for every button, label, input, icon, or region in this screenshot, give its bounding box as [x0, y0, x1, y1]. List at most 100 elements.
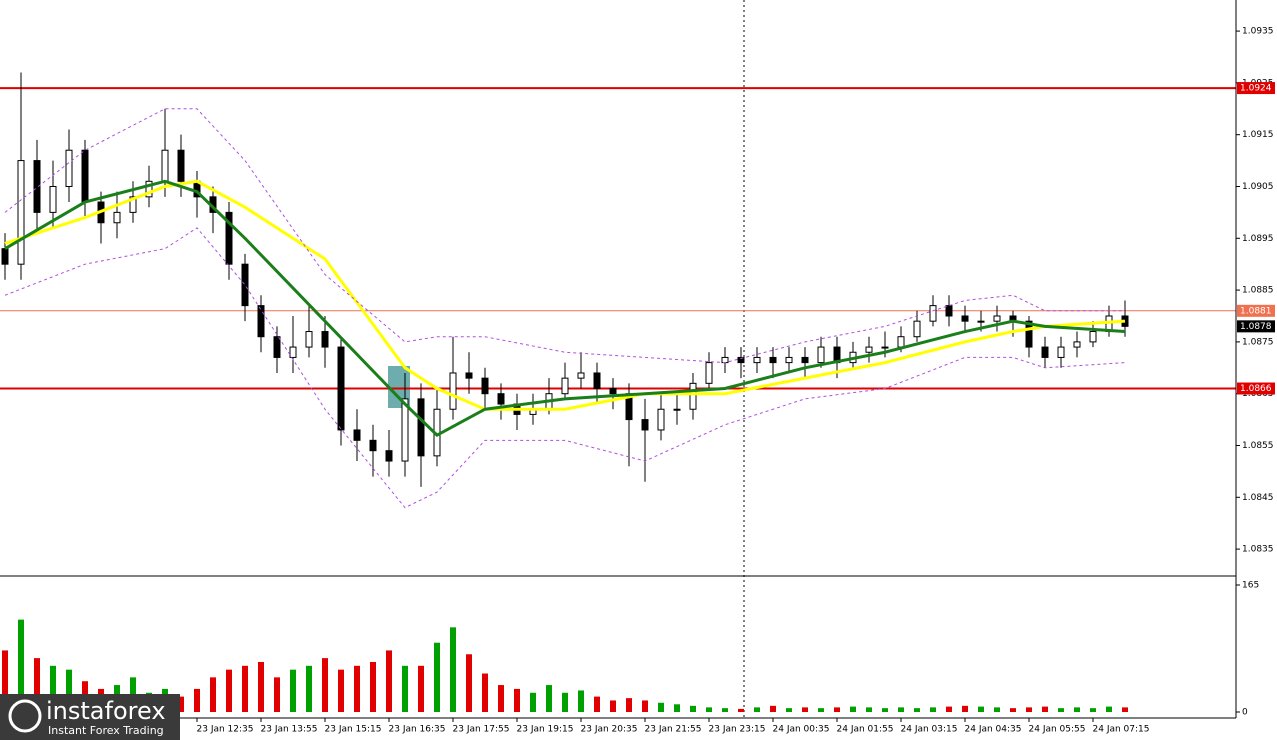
volume-bar	[546, 685, 552, 712]
candle-body	[897, 336, 905, 348]
candle-body	[33, 160, 41, 213]
candle-body	[305, 331, 313, 348]
volume-bar	[258, 661, 264, 712]
candle-body	[129, 196, 137, 213]
candle-body	[1, 248, 9, 265]
x-tick-label: 23 Jan 15:15	[325, 725, 382, 735]
volume-bar	[1042, 706, 1048, 712]
logo-icon	[8, 699, 42, 733]
candle-body	[641, 419, 649, 431]
volume-bar	[898, 707, 904, 712]
candle-body	[705, 362, 713, 384]
volume-bar	[242, 665, 248, 712]
candle-body	[913, 320, 921, 338]
volume-bar	[1090, 708, 1096, 712]
volume-bar	[514, 688, 520, 712]
volume-bar	[34, 658, 40, 712]
volume-bar	[434, 642, 440, 712]
volume-bar	[914, 708, 920, 712]
candle-body	[337, 346, 345, 431]
x-tick-label: 23 Jan 21:55	[645, 725, 702, 735]
candle-body	[81, 149, 89, 203]
y-tick-label: 1.0905	[1242, 182, 1274, 192]
volume-bar	[1106, 706, 1112, 712]
volume-bar	[818, 708, 824, 712]
volume-bar	[946, 706, 952, 712]
y-tick-label: 1.0855	[1242, 441, 1274, 451]
volume-bar	[594, 696, 600, 712]
volume-bar	[562, 692, 568, 712]
candle-body	[465, 372, 473, 379]
volume-bar	[706, 707, 712, 712]
volume-bar	[210, 677, 216, 712]
logo: instaforex Instant Forex Trading	[0, 694, 180, 740]
volume-bar	[674, 704, 680, 712]
volume-bar	[882, 708, 888, 712]
volume-bar	[354, 665, 360, 712]
candle-body	[753, 356, 761, 364]
candle-body	[241, 263, 249, 307]
candle-body	[1041, 346, 1049, 358]
volume-bar	[690, 705, 696, 712]
volume-bar	[850, 706, 856, 712]
volume-bar	[178, 696, 184, 712]
candle-body	[961, 315, 969, 322]
candle-body	[593, 372, 601, 390]
current-price-bg	[1237, 320, 1275, 333]
candle-body	[145, 180, 153, 198]
x-tick-label: 24 Jan 01:55	[837, 725, 894, 735]
plot: 1.08351.08451.08551.08651.08751.08851.08…	[0, 27, 1275, 735]
indicator-line	[4, 179, 1126, 411]
volume-bar	[66, 669, 72, 712]
level-label-bg	[1237, 82, 1275, 95]
candle-body	[1057, 346, 1065, 358]
logo-tagline: Instant Forex Trading	[48, 724, 164, 737]
candle-body	[561, 377, 569, 395]
volume-bar	[1074, 707, 1080, 712]
y-tick-label: 1.0835	[1242, 545, 1274, 555]
candle-body	[673, 408, 681, 411]
candle-body	[65, 149, 73, 187]
candle-body	[401, 398, 409, 462]
x-tick-label: 24 Jan 07:15	[1093, 725, 1150, 735]
candle-body	[481, 377, 489, 395]
candle-body	[737, 356, 745, 364]
y-tick-label: 1.0845	[1242, 493, 1274, 503]
volume-bar	[466, 654, 472, 712]
candle-body	[385, 450, 393, 462]
volume-tick-label: 165	[1242, 581, 1259, 591]
candle-body	[865, 346, 873, 353]
candle-body	[177, 149, 185, 182]
x-tick-label: 23 Jan 19:15	[517, 725, 574, 735]
volume-bar	[802, 707, 808, 712]
volume-bar	[338, 669, 344, 712]
y-tick-label: 1.0885	[1242, 286, 1274, 296]
volume-bar	[370, 661, 376, 712]
candle-body	[417, 398, 425, 457]
x-tick-label: 23 Jan 20:35	[581, 725, 638, 735]
candle-body	[609, 388, 617, 395]
candle-body	[497, 393, 505, 405]
candle-body	[321, 331, 329, 348]
volume-bar	[866, 707, 872, 712]
candle-body	[113, 211, 121, 224]
level-label: 1.0866	[1240, 384, 1272, 394]
candle-body	[449, 372, 457, 410]
volume-bar	[626, 698, 632, 712]
volume-bar	[450, 627, 456, 712]
volume-bar	[770, 705, 776, 712]
volume-bar	[754, 707, 760, 712]
x-tick-label: 24 Jan 00:35	[773, 725, 830, 735]
volume-bar	[322, 658, 328, 712]
volume-bar	[994, 707, 1000, 712]
y-tick-label: 1.0935	[1242, 27, 1274, 37]
candle-body	[929, 305, 937, 322]
volume-bar	[386, 650, 392, 712]
volume-bar	[1010, 708, 1016, 712]
y-tick-label: 1.0915	[1242, 130, 1274, 140]
level-label: 1.0924	[1240, 84, 1272, 94]
volume-bar	[642, 700, 648, 712]
candle-body	[257, 305, 265, 338]
candle-body	[1089, 331, 1097, 343]
